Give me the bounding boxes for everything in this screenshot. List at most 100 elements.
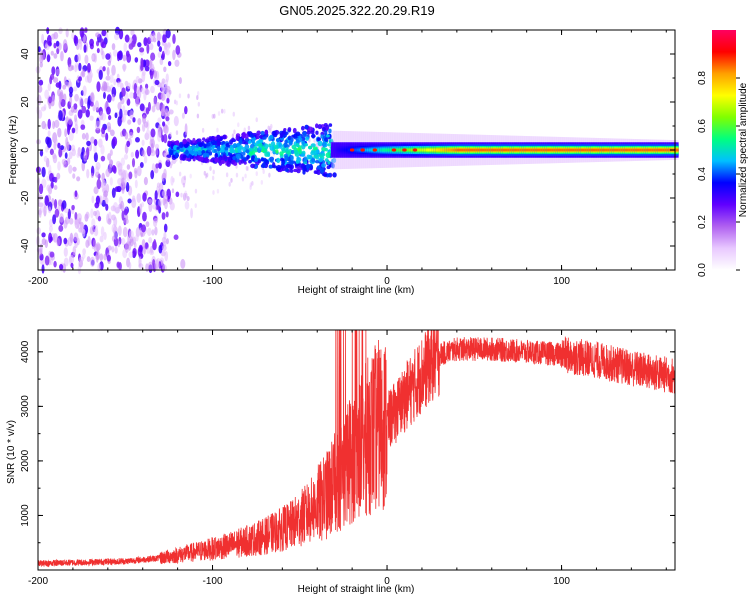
spectrogram-cell [91, 195, 95, 204]
spectrogram-cell [113, 78, 117, 86]
spectrogram-cell [182, 139, 187, 145]
spectrogram-cell [223, 155, 228, 160]
spectrogram-cell [118, 262, 122, 271]
spectrogram-cell [269, 145, 275, 151]
spectrogram-cell [51, 66, 56, 76]
spectrogram-cell [186, 195, 190, 202]
spectrogram-cell [632, 148, 637, 152]
spectrogram-cell [89, 115, 94, 121]
spectrogram-cell [101, 29, 107, 37]
spectrogram-cell [224, 146, 229, 151]
spectrogram-cell [67, 124, 70, 136]
spectrogram-cell [235, 153, 241, 160]
spectrogram-cell [46, 184, 52, 192]
spectrogram-cell [194, 188, 198, 194]
spectrogram-cell [323, 123, 328, 127]
spectrogram-cell [99, 253, 104, 261]
spectrogram-cell [209, 166, 212, 171]
spectrogram-cell [138, 256, 142, 268]
spectrogram-cell [398, 148, 403, 152]
spectrogram-cell [135, 233, 139, 242]
spectrogram-cell [99, 110, 104, 121]
spectrogram-cell [553, 148, 558, 152]
spectrogram-cell [231, 133, 235, 139]
spectrogram-cell [509, 148, 514, 152]
spectrogram-cell [291, 134, 296, 138]
spectrogram-cell [232, 143, 237, 149]
spectrogram-cell [75, 126, 79, 135]
spectrogram-cell [197, 101, 201, 107]
spectrogram-cell [302, 131, 307, 138]
spectrogram-cell [226, 161, 231, 167]
spectrogram-cell [645, 148, 650, 152]
spectrogram-cell [81, 228, 86, 238]
spectrogram-cell [276, 164, 282, 171]
spectrogram-cell [408, 148, 413, 152]
spectrogram-cell [216, 127, 219, 133]
spectrogram-cell [301, 140, 306, 145]
spectrogram-cell [220, 159, 226, 165]
spectrogram-cell [77, 109, 83, 119]
spectrogram-cell [46, 54, 51, 63]
spectrogram-cell [548, 148, 553, 152]
spectrogram-cell [50, 50, 54, 56]
spectrogram-cell [78, 96, 84, 107]
spectrogram-cell [189, 150, 194, 155]
spectrogram-cell [310, 134, 316, 139]
spectrogram-cell [85, 109, 90, 118]
spectrogram-cell [601, 148, 606, 152]
spectrogram-cell [316, 165, 321, 170]
spectrogram-cell [165, 211, 169, 218]
spectrogram-cell [62, 84, 67, 90]
spectrogram-cell [158, 46, 163, 53]
spectrogram-cell [73, 34, 77, 44]
spectrogram-cell [83, 151, 88, 162]
spectrogram-cell [90, 91, 95, 103]
spectrogram-cell [147, 198, 153, 205]
spectrogram-cell [102, 66, 106, 72]
spectrogram-cell [100, 144, 105, 155]
spectrogram-cell [146, 43, 150, 54]
spectrogram-cell [278, 141, 282, 148]
spectrogram-cell [83, 44, 87, 53]
spectrogram-cell [105, 132, 109, 142]
spectrogram-cell [218, 156, 222, 161]
spectrogram-cell [318, 157, 324, 162]
spectrogram-cell [240, 158, 245, 164]
spectrogram-cell [473, 148, 478, 152]
spectrogram-cell [406, 148, 411, 152]
spectrogram-cell [427, 148, 432, 152]
spectrogram-cell [175, 146, 180, 150]
snr-y-ticks: 1000 2000 3000 4000 [20, 340, 675, 571]
spectrogram-cell [183, 175, 187, 181]
spectrogram-cell [253, 157, 259, 162]
spectrogram-cell [584, 148, 589, 152]
spectrogram-cell [244, 144, 250, 150]
spectrogram-cell [136, 89, 142, 100]
spectrogram-cell [149, 33, 155, 43]
spectrogram-cell [142, 192, 147, 202]
spectrogram-cell [153, 96, 157, 107]
spectrogram-cell [421, 148, 426, 152]
spectrogram-cell [264, 151, 269, 157]
spectrogram-cell [517, 148, 522, 152]
spectrogram-cell [63, 207, 69, 214]
spectrogram-cell [39, 149, 44, 157]
spectrogram-cell [112, 136, 118, 147]
spectrogram-cell [345, 148, 350, 152]
spectrogram-cell [165, 238, 169, 245]
spectrogram-cell [164, 250, 169, 262]
figure-title: GN05.2025.322.20.29.R19 [279, 3, 434, 18]
spectrogram-cell [157, 124, 162, 135]
spectrogram-cell [211, 175, 215, 181]
spectrogram-cell [74, 93, 79, 102]
spectrogram-cell [43, 155, 48, 163]
spectrogram-cell [45, 136, 50, 145]
spectrogram-cell [149, 70, 154, 80]
spectrogram-cell [588, 148, 593, 152]
spectrogram-cell [295, 142, 300, 147]
spectrogram-cell [158, 162, 162, 169]
spectrogram-cell [174, 141, 179, 145]
spectrogram-cell [152, 204, 157, 210]
